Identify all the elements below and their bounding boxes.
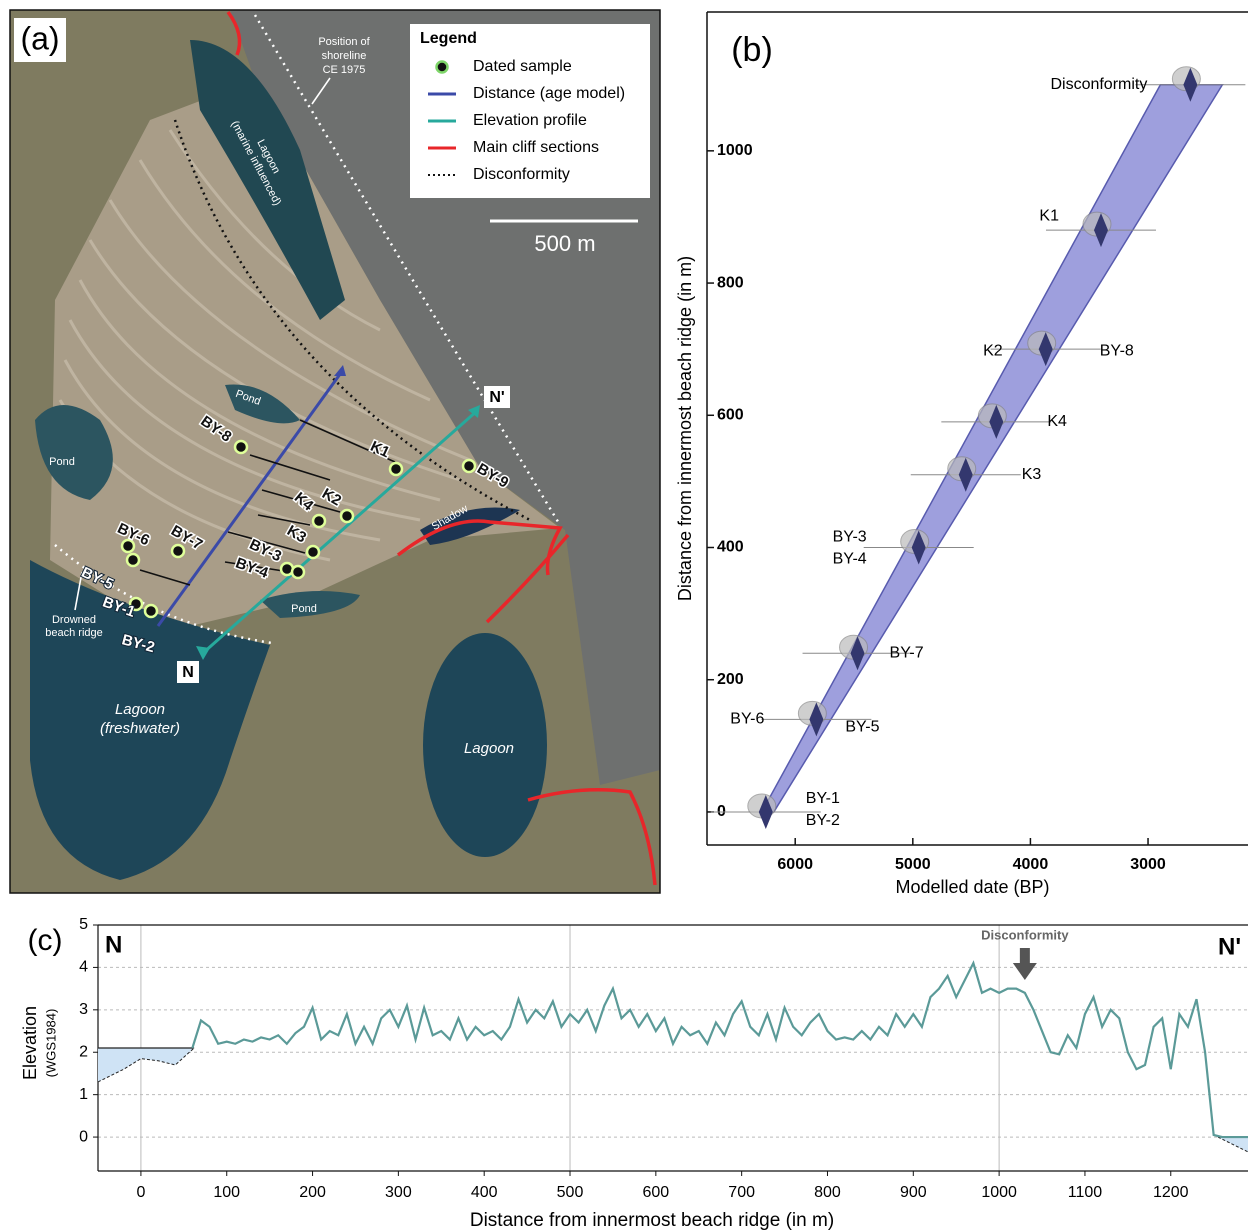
point-label: BY-1 (806, 790, 840, 807)
x-axis-label: Modelled date (BP) (895, 877, 1049, 897)
x-tick-label: 0 (136, 1184, 145, 1201)
y-tick-label: 200 (717, 671, 744, 688)
y-axis-label: Distance from innermost beach ridge (in … (675, 256, 695, 601)
y-axis-label: (WGS1984) (43, 1009, 58, 1078)
panel-label: (b) (731, 31, 773, 69)
pond-label: Pond (49, 456, 75, 468)
panel-label: (c) (28, 924, 63, 957)
lagoon-label: (freshwater) (100, 720, 180, 737)
y-tick-label: 400 (717, 539, 744, 556)
y-tick-label: 4 (79, 959, 88, 976)
end-label: N' (1218, 933, 1241, 960)
point-label: BY-3 (833, 529, 867, 546)
legend-label: Main cliff sections (473, 139, 599, 156)
scale-label: 500 m (534, 231, 595, 256)
age-model-band (762, 85, 1223, 812)
end-label: N (105, 931, 122, 958)
point-label: BY-2 (806, 812, 840, 829)
profile-end: N' (489, 389, 504, 406)
x-tick-label: 1200 (1153, 1184, 1189, 1201)
annotation: Disconformity (981, 927, 1069, 942)
point-label: K4 (1047, 413, 1067, 430)
page: {"map": {"label": "(a)", "legend_title":… (0, 0, 1248, 1232)
y-tick-label: 600 (717, 406, 744, 423)
x-tick-label: 500 (557, 1184, 584, 1201)
point-label: BY-5 (845, 719, 879, 736)
panel-label: (a) (20, 20, 59, 56)
x-tick-label: 100 (213, 1184, 240, 1201)
point-label: K1 (1039, 207, 1059, 224)
x-tick-label: 800 (814, 1184, 841, 1201)
x-tick-label: 3000 (1130, 856, 1166, 873)
y-tick-label: 2 (79, 1043, 88, 1060)
map-note: Position of (318, 36, 370, 48)
map-note: beach ridge (45, 627, 103, 639)
lagoon-label: Lagoon (464, 740, 514, 757)
pond-label: Pond (291, 603, 317, 615)
legend-title: Legend (420, 30, 477, 47)
x-tick-label: 900 (900, 1184, 927, 1201)
point-label: BY-6 (730, 711, 764, 728)
map-panel: BY-1 BY-2 BY-3 BY-4 BY-5 BY-6 BY-7 BY-8 … (10, 10, 660, 893)
y-tick-label: 3 (79, 1001, 88, 1018)
point-label: BY-4 (833, 551, 867, 568)
legend-label: Elevation profile (473, 112, 587, 129)
x-tick-label: 1100 (1068, 1184, 1103, 1201)
annotation-arrow (1013, 948, 1037, 980)
y-tick-label: 1000 (717, 142, 753, 159)
profile-line (192, 963, 1248, 1137)
legend-symbol (437, 62, 448, 73)
x-tick-label: 400 (471, 1184, 498, 1201)
point-label: K2 (983, 342, 1003, 359)
water (98, 1048, 194, 1082)
x-tick-label: 300 (385, 1184, 412, 1201)
x-tick-label: 600 (642, 1184, 669, 1201)
point-label: BY-8 (1100, 342, 1134, 359)
x-tick-label: 700 (728, 1184, 755, 1201)
y-tick-label: 1 (79, 1086, 88, 1103)
x-tick-label: 6000 (777, 856, 813, 873)
x-tick-label: 1000 (981, 1184, 1017, 1201)
point-label: K3 (1022, 466, 1042, 483)
point-label: Disconformity (1050, 76, 1147, 93)
legend-label: Disconformity (473, 166, 570, 183)
y-axis-label: Elevation (20, 1006, 40, 1080)
legend: Legend Dated sample Distance (age model)… (410, 24, 650, 198)
y-tick-label: 800 (717, 274, 744, 291)
profile-end: N (182, 664, 194, 681)
legend-label: Distance (age model) (473, 85, 625, 102)
map-note: CE 1975 (323, 64, 366, 76)
y-tick-label: 5 (79, 916, 88, 933)
point-label: BY-7 (890, 644, 924, 661)
legend-label: Dated sample (473, 58, 572, 75)
x-tick-label: 5000 (895, 856, 931, 873)
x-tick-label: 4000 (1013, 856, 1049, 873)
figure: BY-1 BY-2 BY-3 BY-4 BY-5 BY-6 BY-7 BY-8 … (0, 0, 1248, 1232)
map-note: Drowned (52, 614, 96, 626)
map-note: shoreline (322, 50, 367, 62)
lagoon-label: Lagoon (115, 701, 165, 718)
x-axis-label: Distance from innermost beach ridge (in … (470, 1210, 834, 1231)
y-tick-label: 0 (79, 1128, 88, 1145)
x-tick-label: 200 (299, 1184, 326, 1201)
